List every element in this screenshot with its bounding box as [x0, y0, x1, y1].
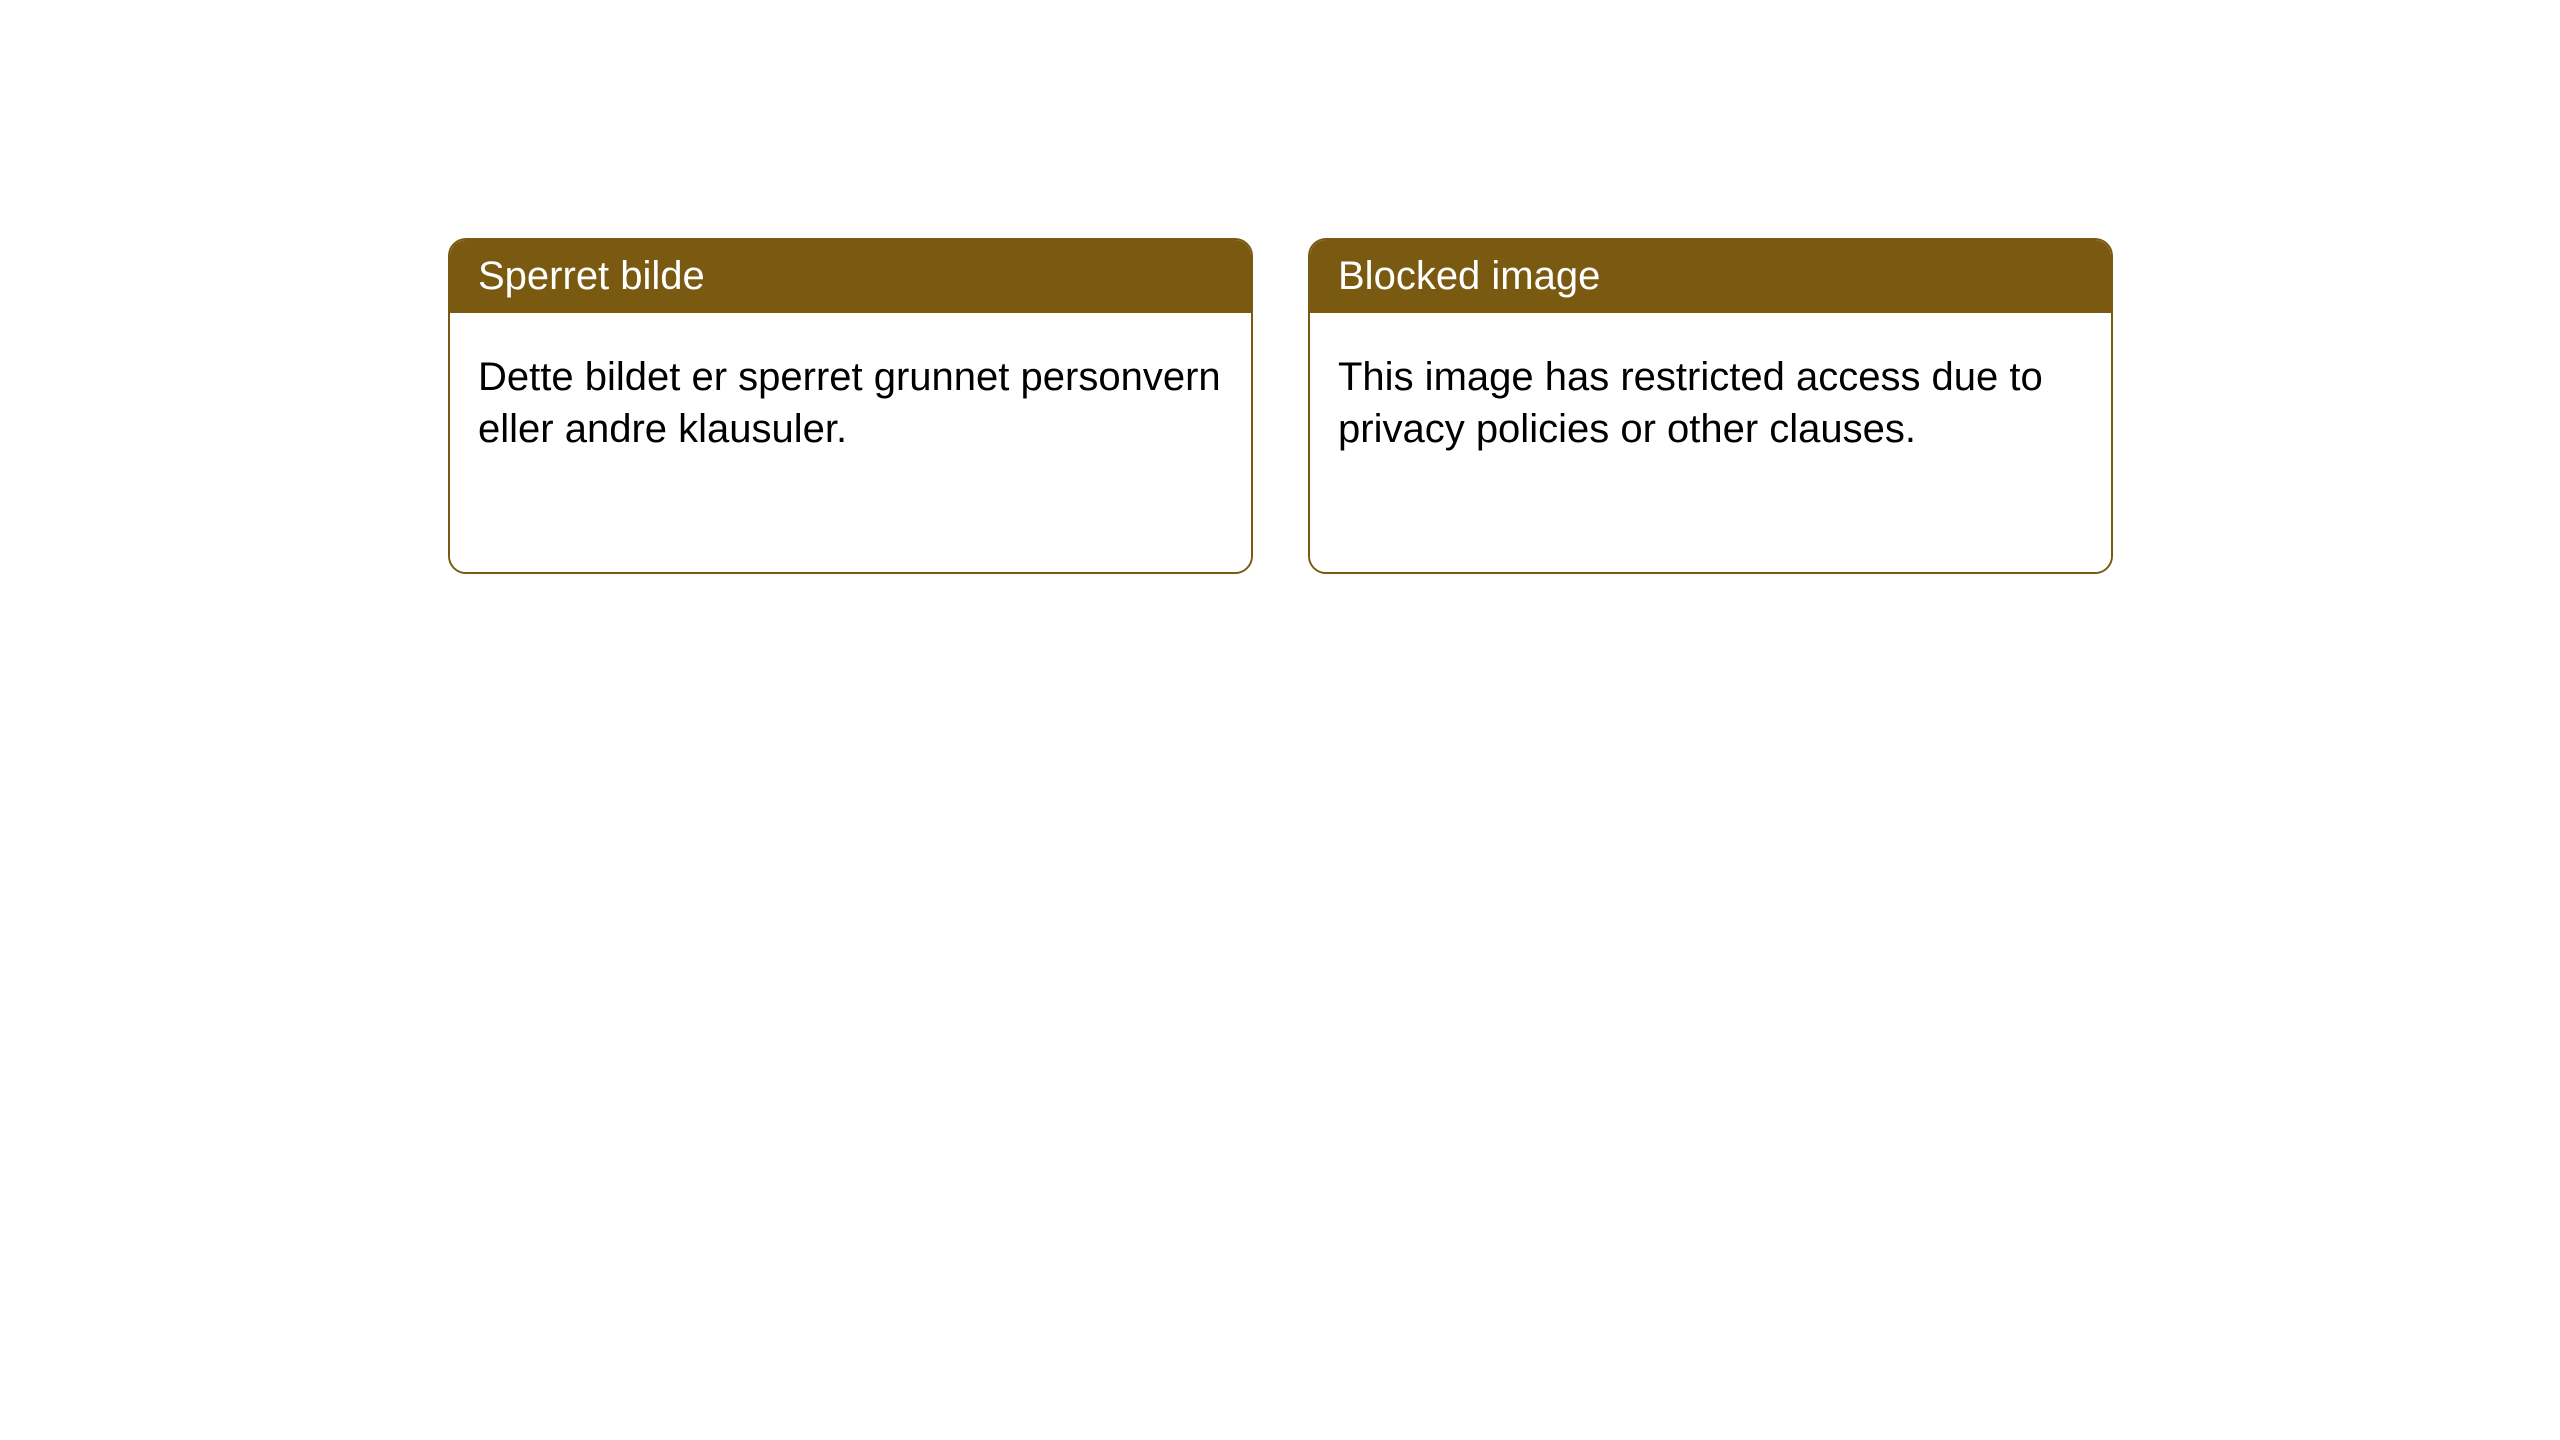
notice-container: Sperret bilde Dette bildet er sperret gr… — [0, 0, 2560, 574]
notice-title: Blocked image — [1338, 254, 1600, 298]
notice-body: This image has restricted access due to … — [1310, 313, 2111, 572]
notice-title: Sperret bilde — [478, 254, 705, 298]
notice-card-english: Blocked image This image has restricted … — [1308, 238, 2113, 574]
notice-card-norwegian: Sperret bilde Dette bildet er sperret gr… — [448, 238, 1253, 574]
notice-body: Dette bildet er sperret grunnet personve… — [450, 313, 1251, 572]
notice-header: Sperret bilde — [450, 240, 1251, 313]
notice-body-text: Dette bildet er sperret grunnet personve… — [478, 355, 1221, 451]
notice-body-text: This image has restricted access due to … — [1338, 355, 2043, 451]
notice-header: Blocked image — [1310, 240, 2111, 313]
